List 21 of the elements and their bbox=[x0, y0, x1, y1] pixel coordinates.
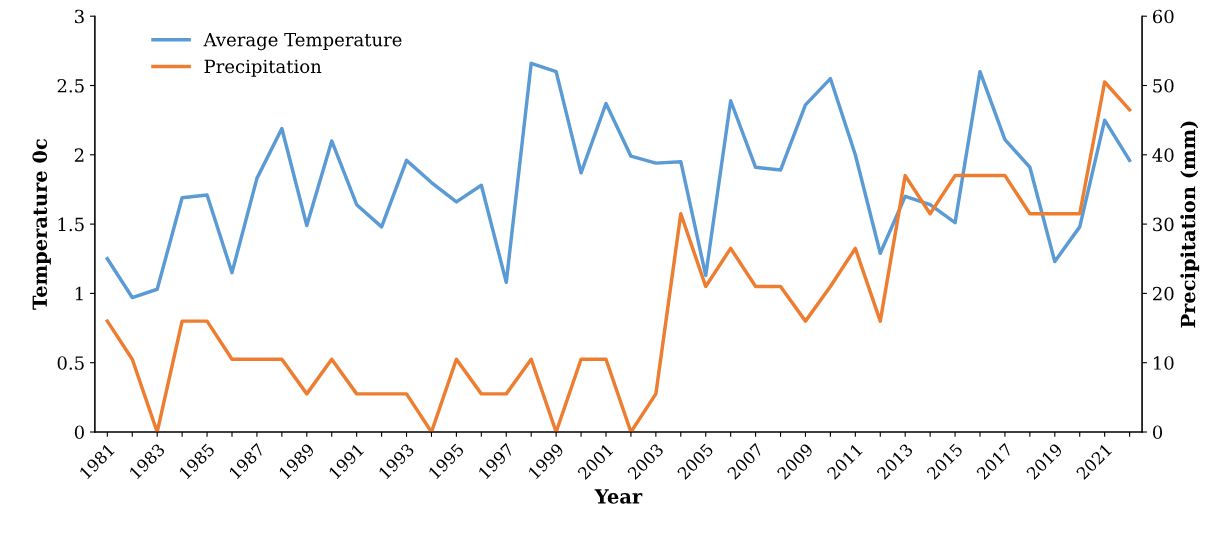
y2-tick-label: 50 bbox=[1153, 78, 1174, 93]
legend-label: Average Temperature bbox=[203, 33, 402, 51]
x-axis-title: Year bbox=[594, 489, 643, 504]
line-series bbox=[105, 80, 1132, 432]
y-tick-label: 1.5 bbox=[58, 217, 84, 232]
y-tick-label: 2 bbox=[74, 148, 84, 162]
y2-tick-label: 30 bbox=[1153, 217, 1174, 232]
y2-tick-label: 60 bbox=[1152, 9, 1174, 24]
y-tick-label: 1 bbox=[75, 286, 83, 301]
y-axis-title: Temperature 0c bbox=[32, 139, 51, 310]
y2-axis-title: Precipitation (mm) bbox=[1180, 121, 1200, 328]
y2-tick-label: 10 bbox=[1153, 356, 1174, 370]
y2-tick-label: 40 bbox=[1152, 148, 1174, 162]
y-tick-label: 0.5 bbox=[57, 356, 84, 370]
y2-tick-label: 20 bbox=[1153, 286, 1174, 301]
y2-tick-label: 0 bbox=[1152, 425, 1163, 440]
line-series bbox=[105, 61, 1132, 300]
legend-label: Precipitation bbox=[204, 59, 322, 77]
y-tick-label: 0 bbox=[74, 425, 84, 440]
y-tick-label: 3 bbox=[75, 9, 84, 24]
y-tick-label: 2.5 bbox=[57, 78, 84, 93]
